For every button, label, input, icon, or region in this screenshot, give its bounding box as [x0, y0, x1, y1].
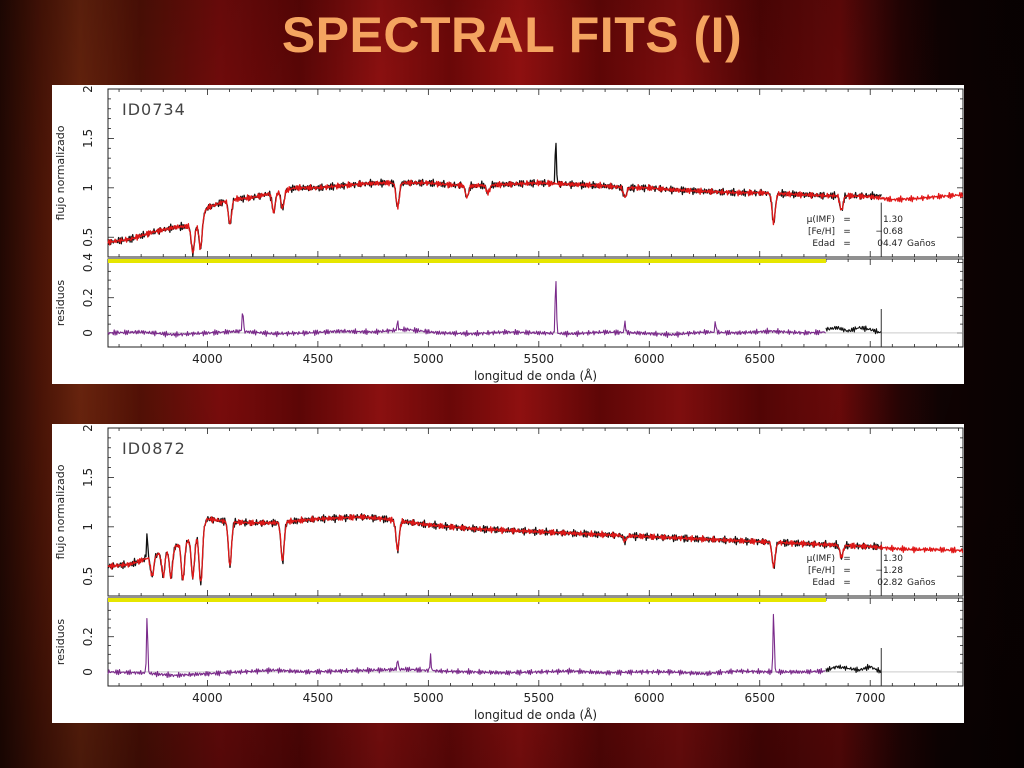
x-tick-label: 6500 [744, 352, 775, 366]
series-residuals-unfit [825, 325, 882, 335]
series-observed-spectrum [107, 142, 882, 257]
x-tick-label: 4500 [303, 352, 334, 366]
param-value: 1.30 [883, 215, 903, 225]
series-model-fit [107, 179, 964, 254]
x-tick-label: 4000 [192, 352, 223, 366]
x-tick-label: 5500 [524, 691, 555, 705]
x-tick-label: 7000 [855, 352, 886, 366]
param-label: μ(IMF) [807, 554, 835, 564]
param-equals: = [843, 578, 851, 588]
param-unit: Gaños [907, 239, 936, 249]
param-label: Edad [812, 578, 835, 588]
y-tick-label-top: 0.5 [81, 228, 95, 247]
y-tick-label-top: 1 [81, 184, 95, 192]
x-tick-label: 4000 [192, 691, 223, 705]
param-value: 04.47 [877, 239, 903, 249]
y-tick-label-bottom: 0 [81, 668, 95, 676]
series-model-fit [107, 513, 964, 582]
y-tick-label-top: 1.5 [81, 129, 95, 148]
spectrum-chart-2-svg: 4000 4500 5000 5500 6000 6500 7000 0.5 1 1.5 2 0 0.2… [54, 424, 964, 722]
param-equals: = [843, 554, 851, 564]
x-axis-title: longitud de onda (Å) [474, 368, 597, 383]
y-tick-label-bottom: 0.2 [81, 288, 95, 307]
param-value: −1.28 [875, 566, 903, 576]
series-residuals-unfit [825, 663, 882, 674]
spectrum-id-label: ID0734 [122, 100, 186, 119]
top-panel-frame [107, 427, 964, 597]
y-tick-label-bottom: 0 [81, 329, 95, 337]
x-tick-label: 5500 [524, 352, 555, 366]
top-panel-frame [107, 88, 964, 258]
x-axis-title: longitud de onda (Å) [474, 707, 597, 722]
slide-title: SPECTRAL FITS (I) [281, 7, 743, 63]
param-unit: Gaños [907, 578, 936, 588]
y-tick-label-top: 0.5 [81, 567, 95, 586]
y-axis-title-top: flujo normalizado [54, 464, 67, 559]
spectrum-chart-2: 4000 4500 5000 5500 6000 6500 7000 0.5 1 1.5 2 0 0.2… [52, 424, 964, 723]
y-axis-title-top: flujo normalizado [54, 125, 67, 220]
spectrum-chart-1: 4000 4500 5000 5500 6000 6500 7000 0.5 1 1.5 2 0 0.2… [52, 85, 964, 384]
param-label: Edad [812, 239, 835, 249]
x-tick-label: 6000 [634, 352, 665, 366]
spectrum-chart-1-svg: 4000 4500 5000 5500 6000 6500 7000 0.5 1 1.5 2 0 0.2… [54, 85, 964, 383]
param-label: μ(IMF) [807, 215, 835, 225]
param-label: [Fe/H] [808, 227, 835, 237]
x-tick-label: 4500 [303, 691, 334, 705]
x-tick-label: 6500 [744, 691, 775, 705]
y-tick-label-top: 2 [81, 85, 95, 93]
y-tick-label-top: 1.5 [81, 468, 95, 487]
x-tick-label: 7000 [855, 691, 886, 705]
x-tick-label: 5000 [413, 691, 444, 705]
series-observed-spectrum [107, 513, 882, 586]
y-tick-label-bottom: 0.4 [81, 253, 95, 272]
x-tick-label: 5000 [413, 352, 444, 366]
y-axis-title-bottom: residuos [54, 280, 67, 327]
y-tick-label-top: 2 [81, 424, 95, 432]
param-value: 02.82 [877, 578, 903, 588]
param-equals: = [843, 566, 851, 576]
param-equals: = [843, 239, 851, 249]
param-equals: = [843, 215, 851, 225]
y-axis-title-bottom: residuos [54, 619, 67, 666]
param-equals: = [843, 227, 851, 237]
x-tick-label: 6000 [634, 691, 665, 705]
param-label: [Fe/H] [808, 566, 835, 576]
param-value: 1.30 [883, 554, 903, 564]
y-tick-label-bottom: 0.2 [81, 627, 95, 646]
param-value: −0.68 [875, 227, 903, 237]
y-tick-label-top: 1 [81, 523, 95, 531]
series-residuals [107, 281, 826, 338]
series-residuals [107, 613, 826, 679]
spectrum-id-label: ID0872 [122, 439, 186, 458]
